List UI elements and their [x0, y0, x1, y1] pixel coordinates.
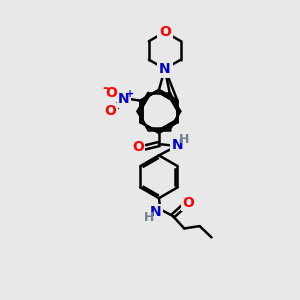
- Text: N: N: [159, 62, 171, 76]
- Text: O: O: [132, 140, 144, 154]
- Text: O: O: [183, 196, 195, 210]
- Text: H: H: [178, 133, 189, 146]
- Text: H: H: [144, 211, 154, 224]
- Text: -: -: [103, 81, 109, 95]
- Text: O: O: [159, 25, 171, 39]
- Text: +: +: [126, 89, 134, 99]
- Text: N: N: [172, 138, 184, 152]
- Text: N: N: [150, 206, 161, 219]
- Text: N: N: [118, 92, 130, 106]
- Text: O: O: [106, 85, 118, 100]
- Text: O: O: [105, 104, 117, 118]
